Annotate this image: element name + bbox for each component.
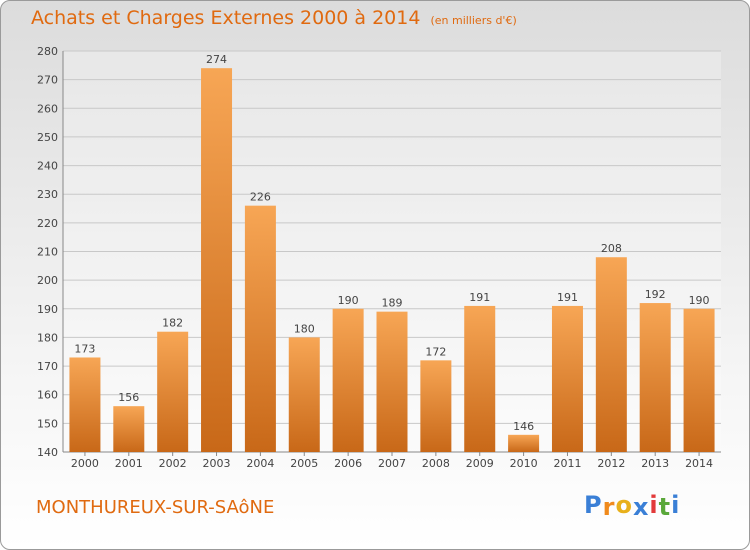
- y-tick-label: 210: [37, 246, 58, 259]
- x-tick-label: 2008: [422, 457, 450, 470]
- bar-value-label: 192: [645, 288, 666, 301]
- y-tick-label: 270: [37, 74, 58, 87]
- bar: [69, 357, 101, 452]
- bar-value-label: 156: [118, 391, 139, 404]
- x-tick-label: 2005: [290, 457, 318, 470]
- x-tick-label: 2012: [597, 457, 625, 470]
- y-tick-label: 200: [37, 274, 58, 287]
- y-tick-label: 220: [37, 217, 58, 230]
- y-tick-label: 180: [37, 331, 58, 344]
- bar-value-label: 182: [162, 317, 183, 330]
- bar: [113, 406, 145, 452]
- bar: [551, 305, 583, 452]
- y-tick-label: 240: [37, 160, 58, 173]
- bar-value-label: 146: [513, 420, 534, 433]
- bar-value-label: 189: [382, 297, 403, 310]
- bar: [376, 311, 408, 452]
- x-tick-label: 2006: [334, 457, 362, 470]
- x-tick-label: 2001: [115, 457, 143, 470]
- chart-title: Achats et Charges Externes 2000 à 2014 (e…: [31, 7, 517, 29]
- bar-value-label: 208: [601, 242, 622, 255]
- logo-letter: o: [615, 491, 633, 519]
- y-tick-label: 190: [37, 303, 58, 316]
- label-layer: 173 156 182 274 226 180 190 189 172 191 146 191 208 1…: [74, 53, 709, 433]
- bar: [420, 360, 452, 452]
- bar: [288, 337, 320, 452]
- bar-layer: [69, 68, 715, 452]
- bar: [464, 305, 496, 452]
- bar-value-label: 180: [294, 322, 315, 335]
- logo-letter: r: [602, 493, 616, 521]
- x-tick-label: 2000: [71, 457, 99, 470]
- logo-letter: t: [658, 493, 672, 521]
- axis-layer: 140 150 160 170 180 190 200 210 220 230 240 250 260 2…: [37, 45, 721, 470]
- logo-letter: x: [632, 493, 650, 521]
- x-tick-label: 2013: [641, 457, 669, 470]
- y-tick-label: 230: [37, 188, 58, 201]
- bar-value-label: 191: [469, 291, 490, 304]
- bar: [332, 308, 364, 452]
- x-tick-label: 2004: [246, 457, 274, 470]
- bar: [683, 308, 715, 452]
- x-tick-label: 2014: [685, 457, 713, 470]
- logo-letter: P: [584, 491, 603, 519]
- location-name: MONTHUREUX-SUR-SAôNE: [36, 497, 275, 518]
- x-tick-label: 2002: [159, 457, 187, 470]
- bar-value-label: 173: [74, 342, 95, 355]
- x-tick-label: 2003: [203, 457, 231, 470]
- x-tick-label: 2009: [466, 457, 494, 470]
- bar: [508, 434, 540, 452]
- bar-value-label: 172: [425, 345, 446, 358]
- bar-value-label: 274: [206, 53, 227, 66]
- bar: [639, 303, 671, 452]
- y-tick-label: 250: [37, 131, 58, 144]
- x-tick-label: 2010: [510, 457, 538, 470]
- y-tick-label: 150: [37, 417, 58, 430]
- logo-letter: i: [671, 491, 681, 519]
- y-tick-label: 140: [37, 446, 58, 459]
- bar: [595, 257, 627, 452]
- bar-value-label: 190: [689, 294, 710, 307]
- bar: [201, 68, 233, 452]
- chart-title-text: Achats et Charges Externes 2000 à 2014: [31, 7, 421, 29]
- x-tick-label: 2011: [553, 457, 581, 470]
- bar-value-label: 226: [250, 191, 271, 204]
- bar-value-label: 191: [557, 291, 578, 304]
- y-tick-label: 280: [37, 45, 58, 58]
- y-tick-label: 160: [37, 389, 58, 402]
- x-tick-label: 2007: [378, 457, 406, 470]
- bar: [244, 205, 276, 452]
- bar: [157, 331, 189, 452]
- proxiti-logo: Proxiti: [584, 491, 681, 521]
- bar-value-label: 190: [338, 294, 359, 307]
- y-tick-label: 170: [37, 360, 58, 373]
- chart-subtitle: (en milliers d'€): [430, 14, 517, 27]
- logo-letter: i: [649, 491, 659, 519]
- y-tick-label: 260: [37, 102, 58, 115]
